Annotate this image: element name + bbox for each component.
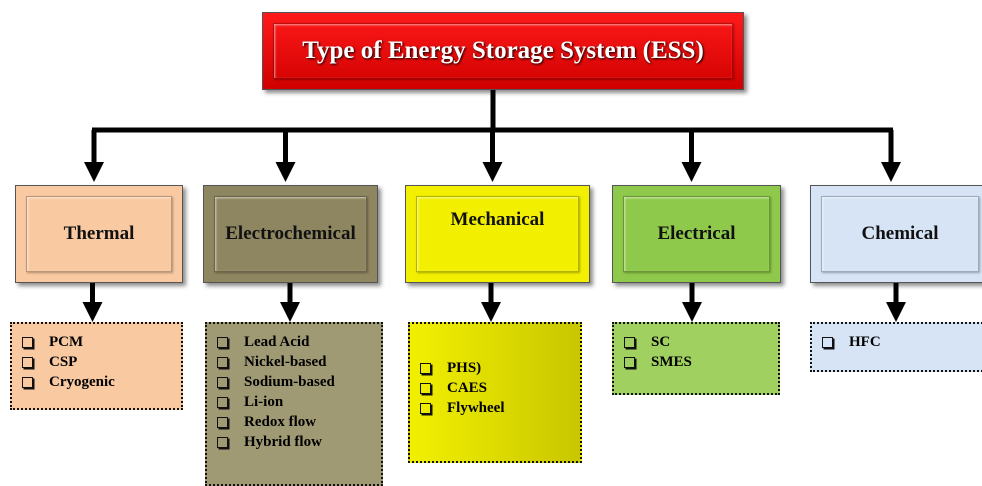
category-label: Electrical [623, 196, 770, 272]
item-text: Li-ion [244, 393, 284, 410]
checkbox-icon [420, 382, 431, 394]
list-item: Lead Acid [217, 332, 375, 352]
category-label: Chemical [821, 196, 979, 272]
checkbox-icon [217, 336, 228, 348]
checkbox-icon [822, 336, 833, 348]
category-box: Electrochemical [203, 185, 378, 283]
item-text: SC [651, 333, 671, 350]
list-item: Cryogenic [22, 372, 175, 392]
list-item: Redox flow [217, 412, 375, 432]
item-text: CSP [49, 353, 78, 370]
category-box: Thermal [15, 185, 183, 283]
item-text: Lead Acid [244, 333, 310, 350]
checkbox-icon [420, 402, 431, 414]
category-label: Thermal [26, 196, 172, 272]
list-item: SC [624, 332, 772, 352]
list-item: Hybrid flow [217, 432, 375, 452]
checkbox-icon [22, 376, 33, 388]
title-box: Type of Energy Storage System (ESS) [262, 12, 744, 90]
category-label: Mechanical [416, 196, 579, 272]
checkbox-icon [624, 336, 635, 348]
item-list: PHS) CAES Flywheel [408, 322, 582, 463]
category-box: Chemical [810, 185, 982, 283]
checkbox-icon [624, 356, 635, 368]
list-item: CSP [22, 352, 175, 372]
list-item: Flywheel [420, 398, 574, 418]
checkbox-icon [217, 396, 228, 408]
checkbox-icon [22, 356, 33, 368]
list-item: Li-ion [217, 392, 375, 412]
category-box: Mechanical [405, 185, 590, 283]
item-text: Cryogenic [49, 373, 115, 390]
item-list: SC SMES [612, 322, 780, 395]
checkbox-icon [217, 436, 228, 448]
title: Type of Energy Storage System (ESS) [273, 23, 733, 79]
checkbox-icon [217, 376, 228, 388]
item-text: HFC [849, 333, 881, 350]
item-text: Redox flow [244, 413, 317, 430]
item-text: PCM [49, 333, 84, 350]
item-text: Sodium-based [244, 373, 335, 390]
item-list: PCM CSP Cryogenic [10, 322, 183, 410]
list-item: SMES [624, 352, 772, 372]
checkbox-icon [217, 356, 228, 368]
list-item: HFC [822, 332, 982, 352]
item-text: PHS) [447, 359, 482, 376]
item-list: Lead Acid Nickel-based Sodium-based Li-ion R… [205, 322, 383, 486]
list-item: PHS) [420, 358, 574, 378]
item-text: SMES [651, 353, 692, 370]
item-text: Nickel-based [244, 353, 327, 370]
list-item: Sodium-based [217, 372, 375, 392]
list-item: Nickel-based [217, 352, 375, 372]
item-text: Hybrid flow [244, 433, 322, 450]
checkbox-icon [22, 336, 33, 348]
list-item: CAES [420, 378, 574, 398]
checkbox-icon [217, 416, 228, 428]
category-label: Electrochemical [214, 196, 367, 272]
checkbox-icon [420, 362, 431, 374]
category-box: Electrical [612, 185, 781, 283]
item-list: HFC [810, 322, 982, 372]
list-item: PCM [22, 332, 175, 352]
item-text: Flywheel [447, 399, 505, 416]
item-text: CAES [447, 379, 488, 396]
